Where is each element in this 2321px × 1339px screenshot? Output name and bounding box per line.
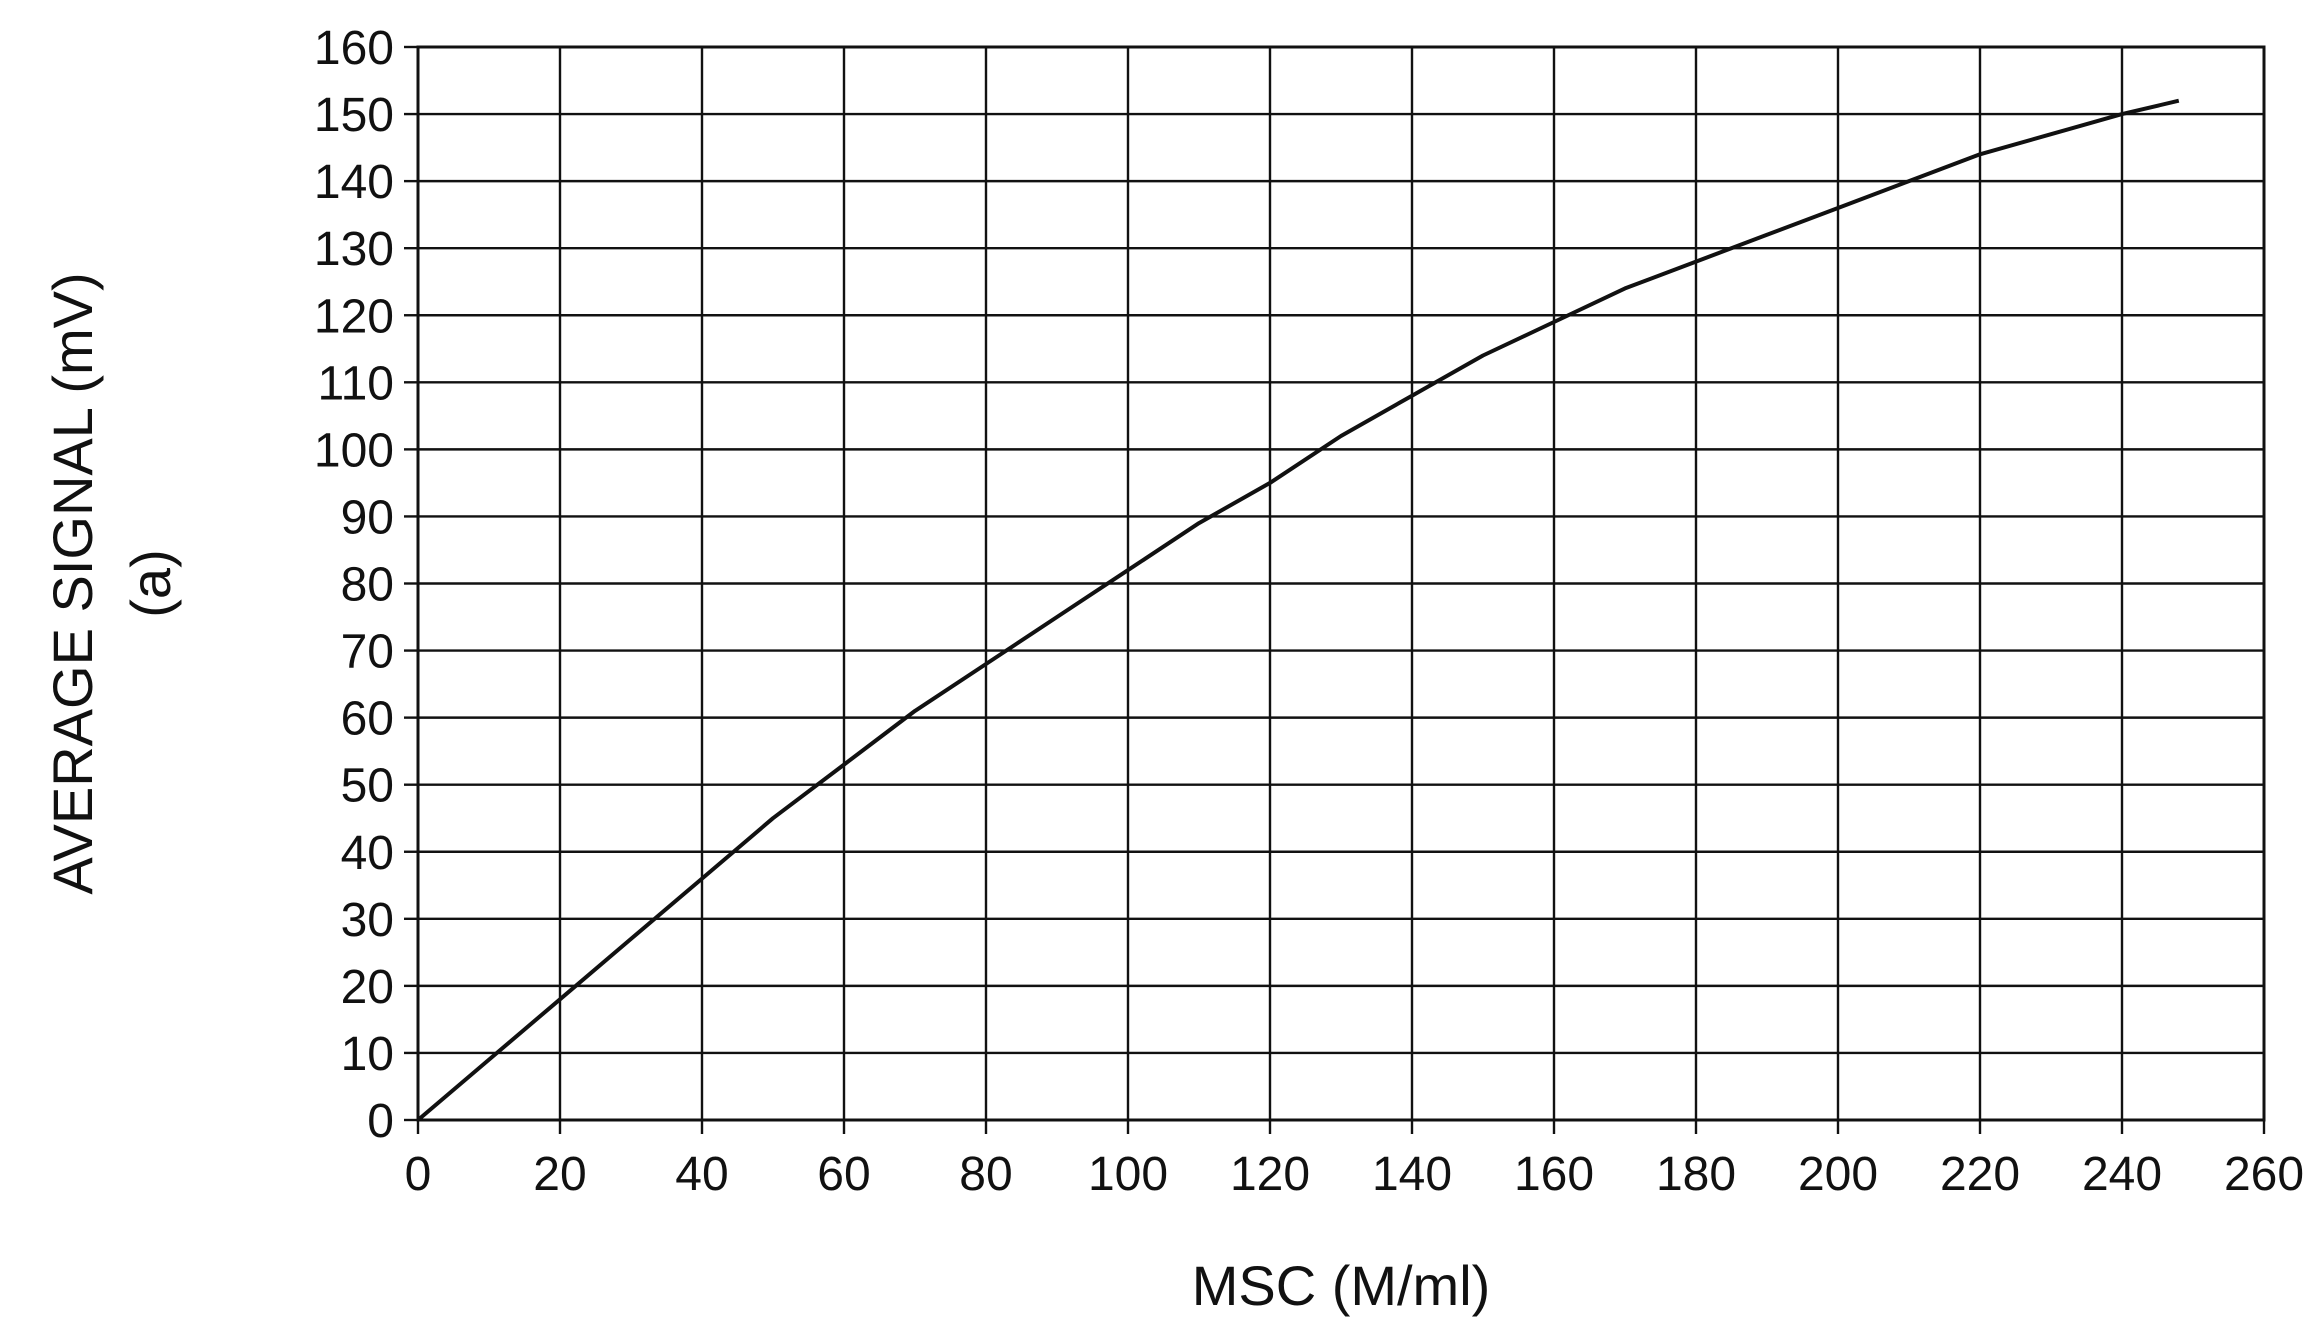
- x-tick-label: 100: [1088, 1148, 1168, 1201]
- y-tick-label: 120: [314, 290, 394, 343]
- x-tick-label: 220: [1940, 1148, 2020, 1201]
- y-tick-label: 130: [314, 223, 394, 276]
- x-tick-label: 140: [1372, 1148, 1452, 1201]
- y-tick-label: 20: [341, 961, 394, 1014]
- x-tick-label: 180: [1656, 1148, 1736, 1201]
- x-tick-labels: 0 20 40 60 80 100 120 140 160 180 200 220 240 260: [405, 1120, 2304, 1201]
- grid: [418, 47, 2264, 1120]
- x-tick-label: 200: [1798, 1148, 1878, 1201]
- y-axis-title: AVERAGE SIGNAL (mV) (a): [41, 272, 182, 894]
- y-tick-label: 80: [341, 559, 394, 612]
- y-tick-label: 30: [341, 894, 394, 947]
- y-tick-label: 100: [314, 424, 394, 477]
- y-tick-labels: 0 10 20 30 40 50 60 70 80 90 100 110 120 130 140 150 160: [314, 22, 418, 1148]
- y-tick-label: 150: [314, 89, 394, 142]
- y-tick-label: 40: [341, 827, 394, 880]
- y-tick-label: 60: [341, 693, 394, 746]
- series-line: [418, 101, 2179, 1120]
- y-axis-title-line-2: (a): [119, 549, 182, 617]
- y-tick-label: 10: [341, 1028, 394, 1081]
- x-tick-label: 0: [405, 1148, 432, 1201]
- x-axis-title: MSC (M/ml): [1192, 1254, 1491, 1317]
- x-tick-label: 60: [817, 1148, 870, 1201]
- y-tick-label: 160: [314, 22, 394, 75]
- y-axis-title-line-1: AVERAGE SIGNAL (mV): [41, 272, 104, 894]
- x-tick-label: 80: [959, 1148, 1012, 1201]
- x-tick-label: 20: [533, 1148, 586, 1201]
- x-tick-label: 40: [675, 1148, 728, 1201]
- series-layer: [418, 101, 2179, 1120]
- x-tick-label: 240: [2082, 1148, 2162, 1201]
- y-tick-label: 140: [314, 156, 394, 209]
- y-tick-label: 0: [367, 1095, 394, 1148]
- y-tick-label: 90: [341, 491, 394, 544]
- x-tick-label: 260: [2224, 1148, 2304, 1201]
- y-tick-label: 110: [317, 357, 394, 410]
- x-tick-label: 120: [1230, 1148, 1310, 1201]
- x-tick-label: 160: [1514, 1148, 1594, 1201]
- y-tick-label: 70: [341, 626, 394, 679]
- y-tick-label: 50: [341, 760, 394, 813]
